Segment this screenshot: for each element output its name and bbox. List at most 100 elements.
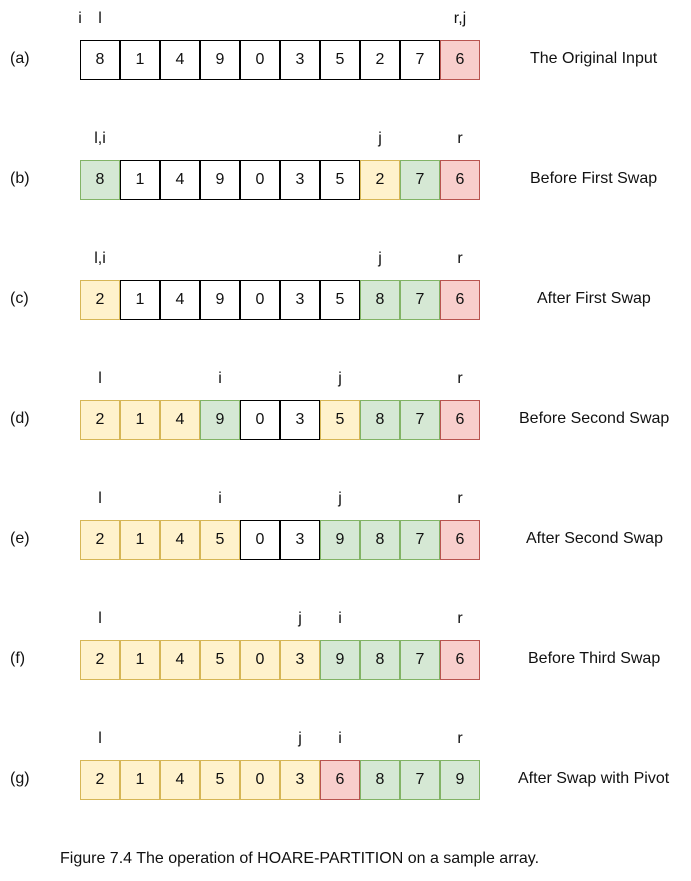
array-cell: 0 — [240, 160, 280, 200]
pointer-label: i — [218, 490, 222, 507]
array-cell: 3 — [280, 280, 320, 320]
pointer-label: l — [98, 490, 102, 507]
array-cell: 9 — [200, 160, 240, 200]
array-cell: 3 — [280, 760, 320, 800]
row-caption: Before First Swap — [530, 170, 658, 187]
array-cell: 1 — [120, 400, 160, 440]
array-cell: 9 — [200, 280, 240, 320]
array-cell: 7 — [400, 640, 440, 680]
array-cell: 7 — [400, 160, 440, 200]
pointer-label: r,j — [453, 10, 467, 27]
array-cell: 7 — [400, 40, 440, 80]
array-cell: 9 — [320, 640, 360, 680]
row-label: (e) — [10, 530, 30, 547]
array-cell: 8 — [360, 520, 400, 560]
array-cell: 8 — [360, 280, 400, 320]
array-cell: 1 — [120, 640, 160, 680]
array-cell: 9 — [200, 400, 240, 440]
array-cell: 1 — [120, 40, 160, 80]
row-label: (c) — [10, 290, 29, 307]
figure-caption: Figure 7.4 The operation of HOARE-PARTIT… — [60, 850, 540, 867]
array-cell: 8 — [360, 400, 400, 440]
array-cell: 8 — [360, 640, 400, 680]
array-cell: 0 — [240, 400, 280, 440]
pointer-label: j — [298, 730, 302, 747]
array-cell: 3 — [280, 160, 320, 200]
array-cell: 4 — [160, 160, 200, 200]
array-row: (b) l,i j r 8 1 4 9 0 3 5 2 7 6 Before First Swap — [0, 120, 691, 240]
array-cell: 1 — [120, 520, 160, 560]
array-cell: 5 — [200, 520, 240, 560]
pointer-label: j — [378, 130, 382, 147]
array-cell: 2 — [360, 40, 400, 80]
array-cell: 6 — [440, 400, 480, 440]
array-cell: 1 — [120, 280, 160, 320]
row-label: (d) — [10, 410, 30, 427]
array-cell: 5 — [200, 640, 240, 680]
pointer-label: l — [98, 730, 102, 747]
pointer-label: l,i — [94, 130, 106, 147]
array-cell: 4 — [160, 640, 200, 680]
array-cell: 7 — [400, 760, 440, 800]
array-cell: 3 — [280, 520, 320, 560]
array-cell: 3 — [280, 40, 320, 80]
array-cell: 4 — [160, 400, 200, 440]
pointer-label: l,i — [94, 250, 106, 267]
array-cell: 2 — [80, 760, 120, 800]
array-cell: 9 — [440, 760, 480, 800]
pointer-label: r — [457, 490, 463, 507]
array-cell: 0 — [240, 40, 280, 80]
pointer-label: r — [457, 730, 463, 747]
array-cell: 3 — [280, 640, 320, 680]
array-cell: 5 — [320, 280, 360, 320]
array-cell: 4 — [160, 40, 200, 80]
array-cell: 6 — [440, 280, 480, 320]
pointer-label: j — [338, 370, 342, 387]
row-label: (a) — [10, 50, 30, 67]
pointer-label: i — [338, 610, 342, 627]
pointer-label: r — [457, 250, 463, 267]
array-cell: 9 — [200, 40, 240, 80]
array-cell: 4 — [160, 520, 200, 560]
array-row: (f) l j i r 2 1 4 5 0 3 9 8 7 6 Before Third Swap — [0, 600, 691, 720]
array-cell: 8 — [360, 760, 400, 800]
array-cell: 2 — [80, 520, 120, 560]
array-row: (c) l,i j r 2 1 4 9 0 3 5 8 7 6 After First Swap — [0, 240, 691, 360]
pointer-label: r — [457, 130, 463, 147]
array-row: (g) l j i r 2 1 4 5 0 3 6 8 7 9 After Swap with Pivot — [0, 720, 691, 840]
array-cell: 6 — [320, 760, 360, 800]
pointer-label: i — [218, 370, 222, 387]
row-label: (f) — [10, 650, 26, 667]
pointer-label: l — [98, 370, 102, 387]
array-cell: 8 — [80, 160, 120, 200]
array-cell: 5 — [320, 160, 360, 200]
array-cell: 5 — [200, 760, 240, 800]
array-row: (a) i l r,j 8 1 4 9 0 3 5 2 7 6 The Original Input — [0, 0, 691, 120]
array-cell: 6 — [440, 640, 480, 680]
row-caption: The Original Input — [530, 50, 658, 67]
row-caption: Before Second Swap — [519, 410, 670, 427]
array-cell: 2 — [80, 400, 120, 440]
pointer-label: j — [338, 490, 342, 507]
array-cell: 6 — [440, 160, 480, 200]
pointer-label: l — [98, 610, 102, 627]
row-caption: After First Swap — [537, 290, 651, 307]
pointer-label: i — [338, 730, 342, 747]
row-caption: After Swap with Pivot — [518, 770, 670, 787]
array-cell: 5 — [320, 400, 360, 440]
array-cell: 5 — [320, 40, 360, 80]
array-cell: 0 — [240, 760, 280, 800]
array-cell: 9 — [320, 520, 360, 560]
array-cell: 0 — [240, 520, 280, 560]
array-cell: 7 — [400, 400, 440, 440]
array-cell: 7 — [400, 280, 440, 320]
row-label: (g) — [10, 770, 30, 787]
row-caption: Before Third Swap — [528, 650, 661, 667]
array-row: (d) l i j r 2 1 4 9 0 3 5 8 7 6 Before Second Swap — [0, 360, 691, 480]
pointer-label: j — [378, 250, 382, 267]
pointer-label: l — [98, 10, 102, 27]
pointer-label: r — [457, 370, 463, 387]
array-row: (e) l i j r 2 1 4 5 0 3 9 8 7 6 After Second Swap — [0, 480, 691, 600]
array-cell: 4 — [160, 280, 200, 320]
array-cell: 6 — [440, 520, 480, 560]
